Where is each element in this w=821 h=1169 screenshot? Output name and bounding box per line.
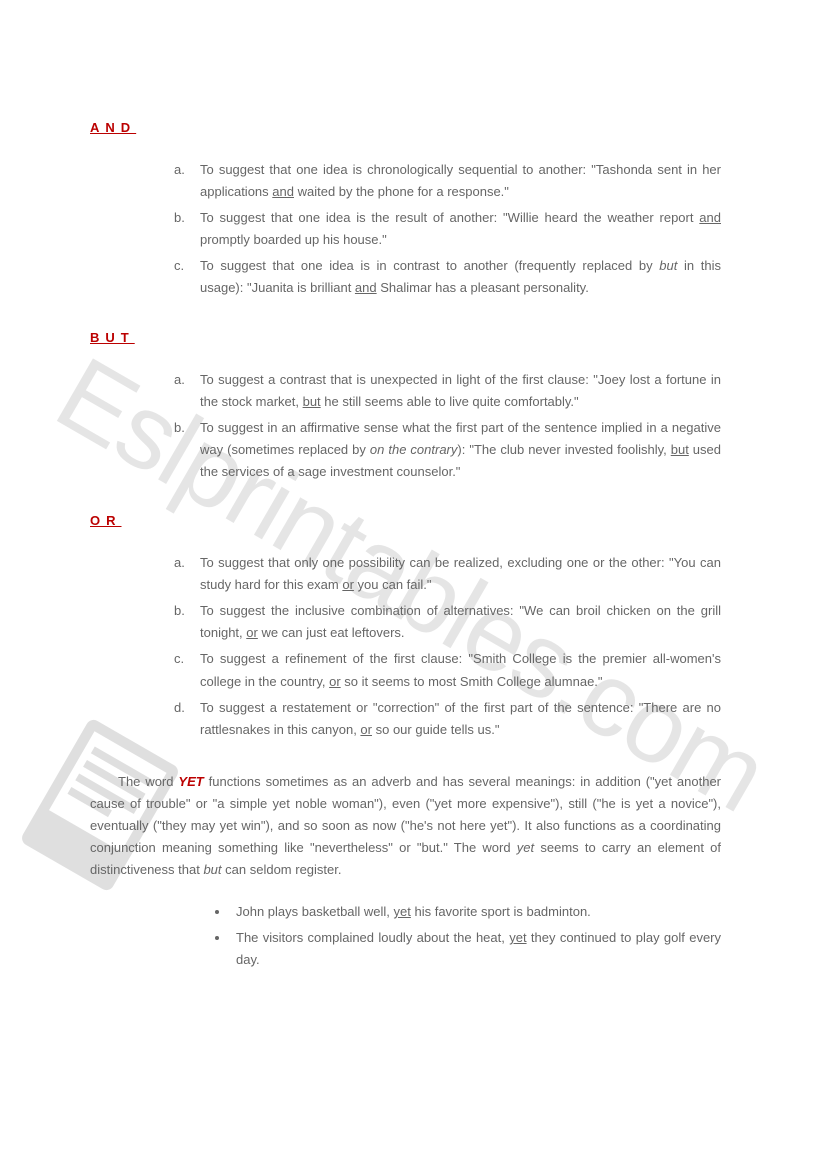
heading-or: OR <box>90 513 721 528</box>
and-item-a: To suggest that one idea is chronologica… <box>180 159 721 203</box>
and-item-b: To suggest that one idea is the result o… <box>180 207 721 251</box>
or-item-a: To suggest that only one possibility can… <box>180 552 721 596</box>
document-page: AND To suggest that one idea is chronolo… <box>0 0 821 1036</box>
yet-paragraph: The word YET functions sometimes as an a… <box>90 771 721 881</box>
heading-and: AND <box>90 120 721 135</box>
or-item-d: To suggest a restatement or "correction"… <box>180 697 721 741</box>
section-but: BUT To suggest a contrast that is unexpe… <box>90 330 721 483</box>
and-item-c: To suggest that one idea is in contrast … <box>180 255 721 299</box>
heading-but: BUT <box>90 330 721 345</box>
section-and: AND To suggest that one idea is chronolo… <box>90 120 721 300</box>
or-list: To suggest that only one possibility can… <box>180 552 721 741</box>
yet-bullet-2: The visitors complained loudly about the… <box>230 927 721 971</box>
and-list: To suggest that one idea is chronologica… <box>180 159 721 300</box>
section-or: OR To suggest that only one possibility … <box>90 513 721 741</box>
but-list: To suggest a contrast that is unexpected… <box>180 369 721 483</box>
but-item-a: To suggest a contrast that is unexpected… <box>180 369 721 413</box>
or-item-c: To suggest a refinement of the first cla… <box>180 648 721 692</box>
yet-bullets: John plays basketball well, yet his favo… <box>230 901 721 971</box>
or-item-b: To suggest the inclusive combination of … <box>180 600 721 644</box>
but-item-b: To suggest in an affirmative sense what … <box>180 417 721 483</box>
yet-bullet-1: John plays basketball well, yet his favo… <box>230 901 721 923</box>
